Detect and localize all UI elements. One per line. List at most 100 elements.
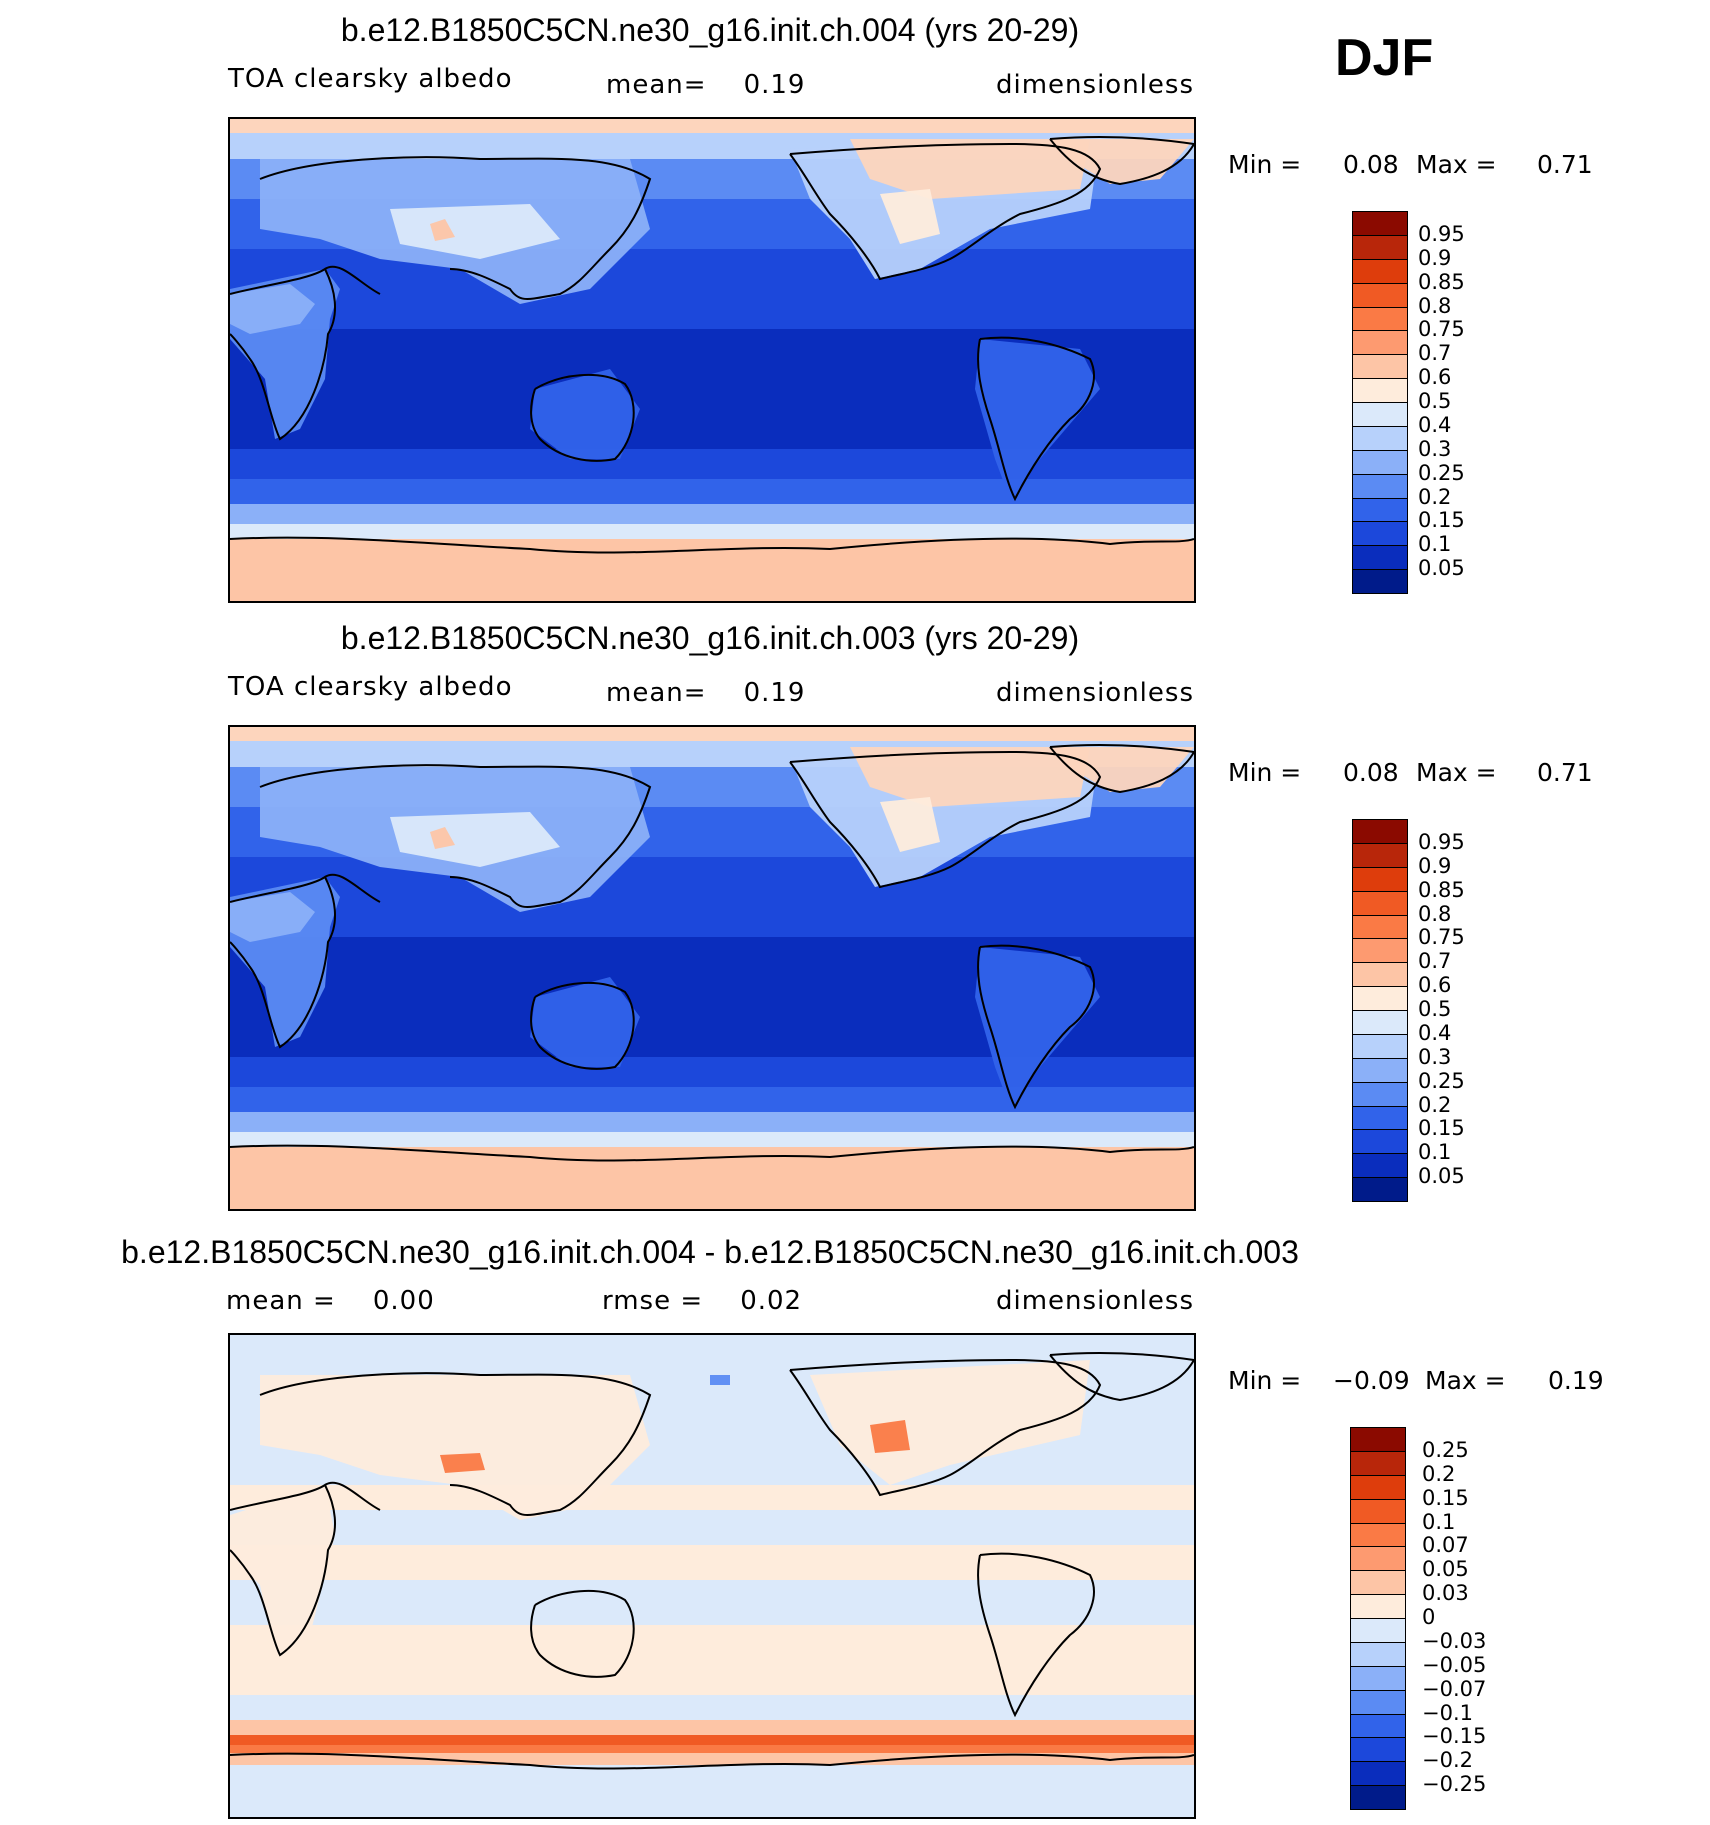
- colorbar-tick-label: 0.15: [1418, 508, 1465, 533]
- colorbar-tick-label: −0.03: [1422, 1628, 1487, 1653]
- panel-3-colorbar: 0.25 0.2 0.15 0.1 0.07 0.05 0.03 0 −0.03 −0.05 −0.…: [1350, 1427, 1486, 1810]
- panel-3-units-label: dimensionless: [996, 1286, 1194, 1316]
- colorbar-tick-label: 0.85: [1418, 877, 1465, 902]
- colorbar-tick-label: 0.15: [1422, 1485, 1469, 1510]
- land-patch: [975, 947, 1100, 1107]
- coastline: [230, 267, 336, 441]
- colorbar-swatch: [1352, 521, 1408, 547]
- colorbar-swatch: [1350, 1570, 1406, 1596]
- colorbar-tick-label: 0.75: [1418, 317, 1465, 342]
- colorbar-tick-label: 0: [1422, 1605, 1436, 1629]
- latitude-band: [230, 1147, 1194, 1209]
- colorbar-swatch: [1352, 842, 1408, 868]
- colorbar-tick-label: 0.1: [1422, 1509, 1456, 1534]
- land-patch: [390, 812, 560, 867]
- coastline: [530, 1589, 635, 1678]
- colorbar-swatch: [1350, 1522, 1406, 1548]
- panel-3-latitude-bands: [230, 1335, 1194, 1817]
- latitude-band: [230, 1485, 1194, 1510]
- coastline: [977, 1552, 1095, 1718]
- coastline: [1049, 743, 1194, 794]
- land-patch: [230, 284, 315, 334]
- panel-2-map-svg: [230, 727, 1194, 1209]
- coastline: [259, 764, 652, 908]
- coastline: [977, 336, 1095, 502]
- latitude-band: [230, 1735, 1194, 1745]
- panel-2-max-value: 0.71: [1537, 758, 1593, 787]
- coastline: [259, 1372, 652, 1516]
- colorbar-swatch: [1352, 497, 1408, 523]
- colorbar-swatch: [1352, 211, 1408, 236]
- colorbar-swatch: [1352, 473, 1408, 499]
- panel-1-title: b.e12.B1850C5CN.ne30_g16.init.ch.004 (yr…: [340, 12, 1080, 48]
- colorbar-tick-label: 0.85: [1418, 269, 1465, 294]
- latitude-band: [230, 479, 1194, 504]
- colorbar-swatch: [1352, 402, 1408, 427]
- colorbar-swatch: [1352, 1057, 1408, 1083]
- colorbar-tick-label: 0.6: [1418, 973, 1452, 998]
- colorbar-tick-label: 0.5: [1418, 389, 1452, 413]
- panel-2-variable-label: TOA clearsky albedo: [228, 672, 513, 702]
- colorbar-tick-label: 0.8: [1418, 901, 1452, 926]
- colorbar-swatch: [1350, 1594, 1406, 1619]
- panel-1-min-value: 0.08: [1343, 150, 1399, 179]
- coastline: [230, 1752, 1194, 1770]
- panel-2-units-label: dimensionless: [996, 678, 1194, 708]
- latitude-band: [230, 727, 1194, 741]
- panel-3-land-patches: [230, 1360, 1090, 1655]
- latitude-band: [230, 1112, 1194, 1132]
- land-patch: [230, 892, 315, 942]
- coastline: [1049, 1351, 1194, 1402]
- coastline: [230, 1483, 336, 1657]
- colorbar-tick-label: −0.05: [1422, 1652, 1487, 1677]
- panel-2-max-label: Max =: [1416, 758, 1497, 787]
- panel-3-coastlines: [230, 1351, 1194, 1770]
- colorbar-swatch: [1352, 569, 1408, 594]
- coastline: [530, 981, 635, 1070]
- colorbar-swatch: [1350, 1427, 1406, 1452]
- panel-2-map: [228, 725, 1196, 1211]
- colorbar-tick-label: −0.15: [1422, 1724, 1487, 1749]
- latitude-band: [230, 1510, 1194, 1545]
- land-patch: [390, 204, 560, 259]
- land-patch: [430, 827, 455, 849]
- colorbar-swatch: [1352, 545, 1408, 571]
- colorbar-tick-label: 0.1: [1418, 532, 1452, 557]
- colorbar-swatch: [1352, 1105, 1408, 1131]
- panel-3-min-value: −0.09: [1333, 1366, 1410, 1395]
- land-patch: [440, 1453, 485, 1473]
- land-patch: [530, 369, 640, 459]
- panel-3-max-label: Max =: [1425, 1366, 1506, 1395]
- panel-2-min-label: Min =: [1228, 758, 1302, 787]
- land-patch: [260, 1375, 650, 1520]
- colorbar-tick-label: 0.25: [1422, 1437, 1469, 1462]
- colorbar-tick-label: 0.1: [1418, 1140, 1452, 1165]
- panel-1-land-patches: [230, 139, 1194, 499]
- panel-1-max-value: 0.71: [1537, 150, 1593, 179]
- latitude-band: [230, 1545, 1194, 1580]
- coastline: [324, 1481, 381, 1511]
- colorbar-tick-label: 0.15: [1418, 1116, 1465, 1141]
- coastline: [1049, 135, 1194, 186]
- colorbar-tick-label: 0.3: [1418, 436, 1452, 461]
- colorbar-tick-label: 0.7: [1418, 949, 1452, 974]
- colorbar-swatch: [1352, 1081, 1408, 1107]
- colorbar-swatch: [1350, 1689, 1406, 1715]
- land-patch: [975, 339, 1100, 499]
- panel-2-coastlines: [230, 743, 1194, 1162]
- land-patch: [710, 1375, 730, 1385]
- colorbar-tick-label: 0.7: [1418, 341, 1452, 366]
- latitude-band: [230, 1765, 1194, 1817]
- colorbar-swatch: [1352, 914, 1408, 940]
- panel-2-title: b.e12.B1850C5CN.ne30_g16.init.ch.003 (yr…: [340, 620, 1080, 656]
- coastline: [324, 265, 381, 295]
- colorbar-tick-label: 0.2: [1418, 484, 1452, 509]
- land-patch: [850, 139, 1090, 199]
- coastline: [789, 1358, 1102, 1497]
- colorbar-tick-label: 0.03: [1422, 1581, 1469, 1606]
- colorbar-swatch: [1352, 354, 1408, 380]
- colorbar-swatch: [1350, 1450, 1406, 1476]
- coastline: [977, 944, 1095, 1110]
- colorbar-tick-label: −0.25: [1422, 1772, 1487, 1797]
- panel-3-map: [228, 1333, 1196, 1819]
